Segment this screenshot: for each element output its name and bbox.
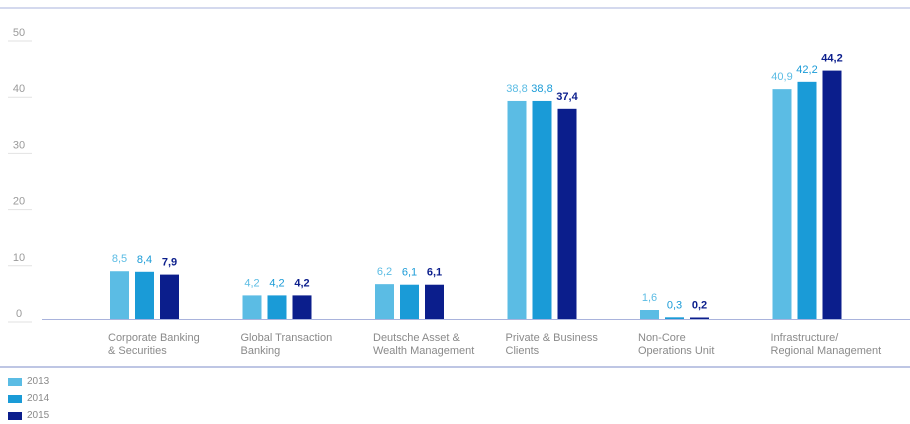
legend: 2013 2014 2015: [8, 373, 49, 424]
x-axis: Corporate Banking& Securities Global Tran…: [42, 319, 910, 357]
bar-2014: [267, 295, 287, 319]
data-label: 40,9: [771, 71, 792, 83]
bar-2015: [160, 274, 179, 319]
y-tick-label: 20: [13, 196, 25, 208]
y-tick-label: 50: [13, 27, 25, 39]
data-label: 4,2: [269, 277, 284, 289]
category-label: Private & Business: [506, 332, 599, 344]
bar-2014: [665, 317, 684, 319]
category-label: Operations Unit: [638, 345, 714, 357]
data-label: 38,8: [506, 83, 527, 95]
y-tick-label: 0: [16, 308, 22, 320]
bar-2013: [242, 295, 262, 319]
y-tick-label: 10: [13, 252, 25, 264]
bar-2014: [797, 81, 817, 319]
legend-item-2015: 2015: [8, 407, 49, 424]
data-label: 4,2: [244, 277, 259, 289]
legend-swatch: [8, 411, 22, 420]
bar-2015: [557, 108, 577, 319]
data-label: 6,2: [377, 266, 392, 278]
bar-2015: [292, 295, 312, 319]
category-label: Deutsche Asset &: [373, 332, 460, 344]
category-label: Infrastructure/: [771, 332, 840, 344]
data-label: 0,3: [667, 299, 682, 311]
legend-item-2013: 2013: [8, 373, 49, 390]
y-tick-label: 30: [13, 139, 25, 151]
bar-2014: [532, 100, 552, 319]
bar-2013: [375, 284, 394, 319]
data-label: 8,5: [112, 253, 127, 265]
bars-group: [110, 70, 842, 319]
data-labels-group: 8,5 8,4 7,9 4,2 4,2 4,2 6,2 6,1 6,1 38,8 38,8 37,4 1…: [112, 53, 843, 312]
y-axis: 0 10 20 30 40 50: [8, 27, 32, 323]
y-tick-label: 40: [13, 83, 25, 95]
bar-2015: [822, 70, 842, 319]
data-label: 8,4: [137, 254, 152, 266]
bar-2015: [690, 317, 709, 319]
category-label: Corporate Banking: [108, 332, 200, 344]
legend-item-2014: 2014: [8, 390, 49, 407]
bar-2013: [772, 89, 792, 319]
data-label: 0,2: [692, 300, 707, 312]
category-label: Clients: [506, 345, 540, 357]
category-label: & Securities: [108, 345, 167, 357]
data-label: 6,1: [402, 267, 417, 279]
category-label: Non-Core: [638, 332, 686, 344]
bar-2013: [640, 310, 659, 319]
category-label: Wealth Management: [373, 345, 474, 357]
data-label: 38,8: [531, 83, 552, 95]
category-label: Regional Management: [771, 345, 882, 357]
legend-label: 2013: [27, 376, 50, 387]
category-label: Banking: [241, 345, 281, 357]
data-label: 1,6: [642, 292, 657, 304]
data-label: 7,9: [162, 257, 177, 269]
category-label: Global Transaction: [241, 332, 333, 344]
data-label: 44,2: [821, 53, 842, 65]
legend-swatch: [8, 377, 22, 386]
legend-label: 2015: [27, 410, 50, 421]
data-label: 37,4: [556, 91, 578, 103]
bar-2014: [135, 271, 154, 319]
data-label: 42,2: [796, 64, 817, 76]
bar-2013: [110, 271, 129, 319]
bar-2014: [400, 284, 419, 319]
legend-swatch: [8, 394, 22, 403]
data-label: 6,1: [427, 267, 442, 279]
bar-2015: [425, 284, 444, 319]
bar-2013: [507, 100, 527, 319]
data-label: 4,2: [294, 277, 309, 289]
legend-label: 2014: [27, 393, 50, 404]
